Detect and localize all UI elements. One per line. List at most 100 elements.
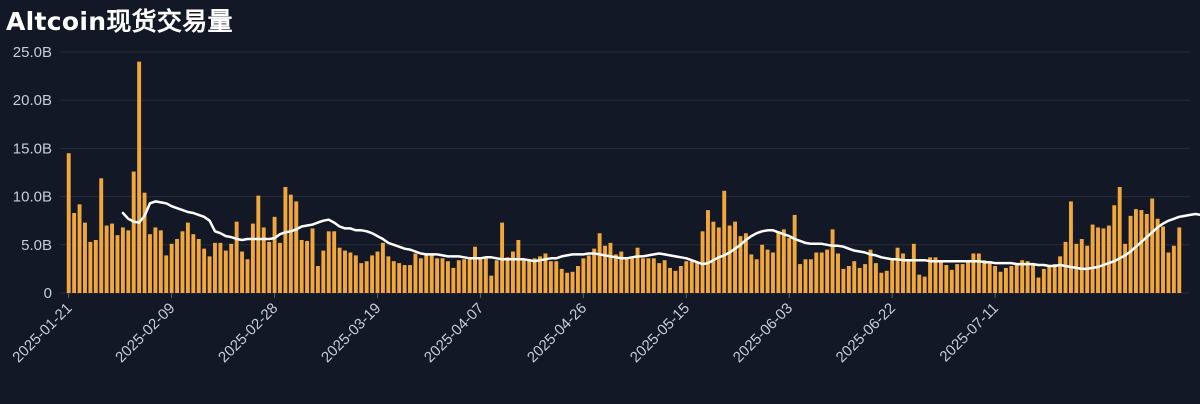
- volume-bar: [922, 276, 927, 293]
- volume-bar: [716, 227, 721, 293]
- volume-bar: [1096, 227, 1100, 293]
- volume-bar: [66, 153, 71, 293]
- y-tick-label: 25.0B: [13, 44, 52, 61]
- volume-bar: [722, 190, 727, 293]
- volume-bar: [456, 260, 461, 293]
- volume-bar: [814, 252, 819, 293]
- volume-bar: [901, 253, 905, 293]
- volume-bar: [792, 214, 797, 293]
- volume-bar: [256, 195, 261, 293]
- volume-bar: [505, 257, 510, 293]
- volume-bar: [413, 253, 418, 293]
- volume-bar: [933, 257, 938, 293]
- volume-bar: [397, 263, 402, 293]
- volume-bar: [429, 255, 434, 293]
- volume-bar: [641, 258, 645, 293]
- volume-bar: [890, 260, 895, 293]
- volume-bar: [158, 230, 163, 293]
- volume-bar: [218, 242, 223, 293]
- x-tick-label: 2025-02-28: [215, 300, 281, 366]
- volume-bar: [570, 271, 575, 293]
- volume-bar: [906, 260, 911, 293]
- volume-bar: [684, 261, 689, 293]
- volume-bar: [142, 192, 147, 293]
- volume-bar: [153, 227, 158, 293]
- volume-bar: [1036, 277, 1041, 293]
- volume-bar: [787, 238, 792, 293]
- volume-bar: [993, 266, 998, 293]
- volume-bar: [678, 266, 683, 293]
- volume-bar: [738, 236, 743, 293]
- volume-bar: [240, 251, 245, 293]
- volume-bar: [88, 241, 93, 293]
- volume-bar: [592, 248, 597, 293]
- volume-bar: [955, 264, 960, 293]
- volume-bar: [1171, 245, 1176, 293]
- volume-bar: [343, 250, 347, 293]
- volume-bar: [370, 255, 375, 293]
- volume-bar: [830, 229, 835, 293]
- volume-bar: [966, 262, 970, 293]
- volume-bar: [1079, 239, 1084, 293]
- volume-bar: [597, 233, 602, 293]
- volume-bar: [754, 259, 759, 293]
- volume-bar: [283, 186, 288, 293]
- volume-bar: [359, 263, 364, 293]
- volume-bar: [326, 231, 331, 293]
- volume-bar: [1177, 227, 1182, 293]
- volume-bar: [267, 241, 272, 293]
- volume-bar: [1031, 265, 1035, 293]
- volume-bar: [1166, 252, 1171, 293]
- volume-bar: [1139, 210, 1144, 293]
- volume-bar: [1090, 224, 1095, 293]
- volume-bar: [131, 171, 136, 293]
- volume-bar: [196, 239, 201, 293]
- volume-bar: [462, 259, 467, 293]
- y-axis: 0 5.0B 10.0B 15.0B 20.0B 25.0B: [13, 44, 52, 302]
- volume-bar: [863, 264, 868, 293]
- volume-bar: [673, 270, 678, 293]
- volume-bar: [852, 261, 857, 293]
- volume-bar: [868, 249, 873, 293]
- volume-bar: [846, 266, 851, 293]
- volume-bar: [803, 259, 808, 293]
- volume-bar: [603, 245, 607, 293]
- volume-bar: [819, 252, 824, 293]
- volume-bar: [229, 243, 234, 293]
- x-tick-label: 2025-06-22: [833, 300, 899, 366]
- volume-bar: [424, 253, 429, 293]
- volume-bar: [798, 264, 803, 293]
- volume-bar: [960, 264, 965, 293]
- volume-bar: [402, 265, 407, 293]
- volume-bar: [223, 250, 228, 293]
- volume-bar: [1123, 243, 1128, 293]
- volume-bar: [917, 274, 922, 293]
- volume-bar: [559, 268, 564, 293]
- volume-bar: [180, 231, 185, 293]
- volume-bar: [104, 225, 109, 293]
- volume-bar: [1128, 215, 1133, 293]
- volume-bar: [1052, 264, 1057, 293]
- volume-bar: [548, 261, 553, 293]
- volume-bar: [873, 263, 878, 293]
- volume-bar: [332, 231, 337, 293]
- volume-bar: [1150, 198, 1155, 293]
- x-tick-label: 2025-01-21: [9, 300, 75, 366]
- volume-bar: [483, 258, 488, 293]
- volume-bar: [987, 261, 992, 293]
- volume-bar: [695, 262, 700, 293]
- volume-bar: [776, 231, 781, 293]
- x-tick-label: 2025-02-09: [112, 300, 178, 366]
- volume-bar: [380, 242, 385, 293]
- volume-bar: [944, 265, 949, 293]
- volume-bar: [554, 261, 559, 293]
- volume-bar: [310, 228, 315, 293]
- volume-bar: [781, 229, 786, 293]
- volume-bar: [668, 267, 672, 293]
- volume-bar: [1068, 201, 1073, 293]
- volume-bar: [576, 266, 580, 293]
- volume-bar: [543, 253, 548, 293]
- volume-bar: [895, 247, 900, 293]
- volume-bar: [749, 254, 754, 293]
